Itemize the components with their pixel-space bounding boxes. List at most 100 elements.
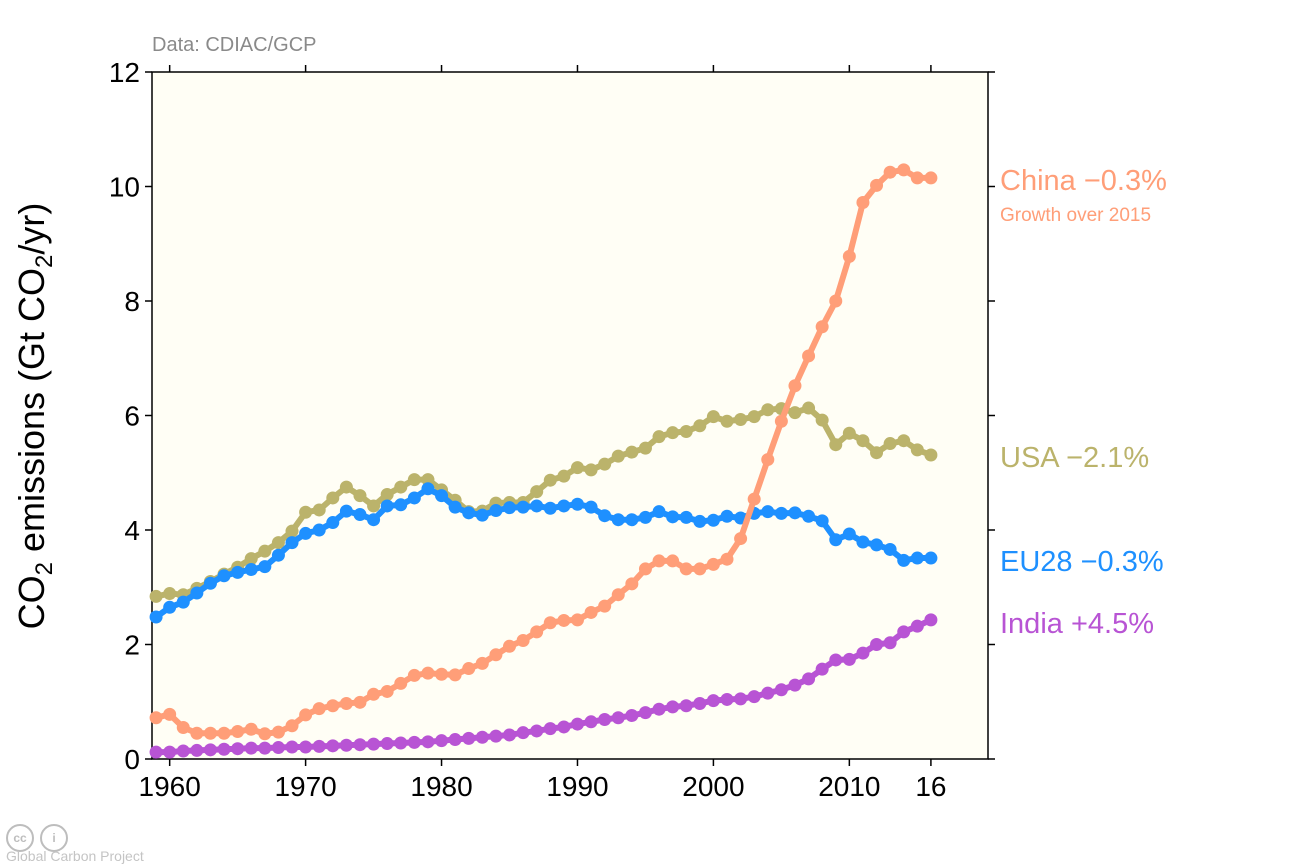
data-point-india <box>761 686 775 700</box>
data-point-china <box>394 676 408 690</box>
data-point-india <box>679 699 693 713</box>
data-point-india <box>557 720 571 734</box>
series-line-eu28 <box>154 485 931 620</box>
data-point-india <box>870 638 884 651</box>
series-line-china <box>155 166 931 737</box>
data-point-india <box>435 734 449 748</box>
data-point-eu28 <box>910 551 924 565</box>
data-point-usa <box>570 461 584 475</box>
data-point-china <box>299 708 313 722</box>
data-point-usa <box>530 485 544 499</box>
data-point-eu28 <box>870 538 884 552</box>
data-point-china <box>258 727 272 741</box>
data-point-usa <box>285 524 299 538</box>
legend-label-india: India +4.5% <box>1000 608 1154 640</box>
data-point-india <box>747 690 761 704</box>
data-point-china <box>611 588 625 602</box>
data-point-china <box>557 613 571 627</box>
data-point-india <box>734 692 748 706</box>
data-point-china <box>584 605 598 619</box>
data-point-usa <box>747 410 761 424</box>
data-point-india <box>774 683 788 697</box>
data-point-india <box>258 741 272 755</box>
data-point-china <box>339 696 353 710</box>
data-point-china <box>285 719 299 733</box>
data-point-eu28 <box>815 514 829 528</box>
data-point-eu28 <box>285 536 299 550</box>
data-point-usa <box>299 505 313 519</box>
data-point-eu28 <box>339 504 353 518</box>
data-point-usa <box>693 419 707 433</box>
data-point-china <box>462 662 476 676</box>
data-point-china <box>489 648 503 662</box>
y-axis-label: CO2 emissions (Gt CO2/yr) <box>11 203 58 630</box>
data-point-usa <box>543 473 557 487</box>
data-point-india <box>312 739 326 753</box>
legend-sublabel-china: Growth over 2015 <box>1000 205 1152 226</box>
data-point-eu28 <box>394 498 408 512</box>
data-point-usa <box>611 449 625 463</box>
data-point-india <box>407 735 421 749</box>
data-point-usa <box>557 469 571 483</box>
data-point-india <box>285 740 299 754</box>
y-tick-label: 10 <box>109 172 140 203</box>
data-point-eu28 <box>924 551 938 565</box>
data-point-usa <box>258 544 272 558</box>
data-point-eu28 <box>448 500 462 514</box>
data-point-eu28 <box>190 586 204 600</box>
data-point-china <box>326 699 340 713</box>
data-point-eu28 <box>570 497 584 511</box>
data-point-india <box>720 692 734 706</box>
data-point-eu28 <box>666 510 680 524</box>
data-point-india <box>190 743 204 757</box>
data-point-china <box>149 711 163 725</box>
data-point-eu28 <box>774 506 788 520</box>
legend-label-usa: USA −2.1% <box>1000 442 1150 474</box>
data-point-india <box>666 700 680 714</box>
data-point-china <box>503 639 517 653</box>
data-point-eu28 <box>231 565 245 579</box>
data-point-eu28 <box>516 500 530 514</box>
data-point-eu28 <box>326 516 340 530</box>
data-point-india <box>394 736 408 750</box>
data-point-eu28 <box>421 482 435 496</box>
data-point-china <box>720 552 734 566</box>
x-tick-label: 16 <box>915 771 946 802</box>
data-point-india <box>598 712 612 726</box>
data-point-eu28 <box>435 489 449 503</box>
data-point-india <box>516 726 530 740</box>
data-point-usa <box>407 473 421 487</box>
data-point-india <box>897 625 911 639</box>
data-point-eu28 <box>367 513 381 527</box>
data-point-china <box>543 616 557 630</box>
data-point-usa <box>924 448 938 462</box>
data-point-india <box>910 619 924 633</box>
data-point-china <box>666 554 680 568</box>
legend-label-eu28: EU28 −0.3% <box>1000 546 1164 578</box>
data-point-india <box>367 737 381 751</box>
y-tick-label: 0 <box>124 744 140 775</box>
data-point-china <box>870 178 884 192</box>
data-point-china <box>815 320 829 334</box>
data-point-eu28 <box>543 501 557 515</box>
data-point-india <box>530 724 544 738</box>
data-point-eu28 <box>353 508 367 522</box>
data-point-usa <box>244 552 258 566</box>
data-point-india <box>611 711 625 725</box>
data-point-usa <box>788 406 802 420</box>
data-point-india <box>625 708 639 722</box>
data-point-eu28 <box>652 505 666 519</box>
x-tick-label: 1960 <box>139 771 201 802</box>
data-point-usa <box>883 437 897 451</box>
data-point-eu28 <box>380 499 394 513</box>
data-point-china <box>203 726 217 740</box>
x-tick-label: 1990 <box>546 771 608 802</box>
data-point-india <box>883 636 897 650</box>
data-point-china <box>842 249 856 263</box>
data-point-china <box>407 668 421 682</box>
y-tick-label: 6 <box>124 401 140 432</box>
footer-attribution: Global Carbon Project <box>6 848 144 864</box>
data-point-china <box>734 532 748 546</box>
data-point-china <box>679 562 693 576</box>
